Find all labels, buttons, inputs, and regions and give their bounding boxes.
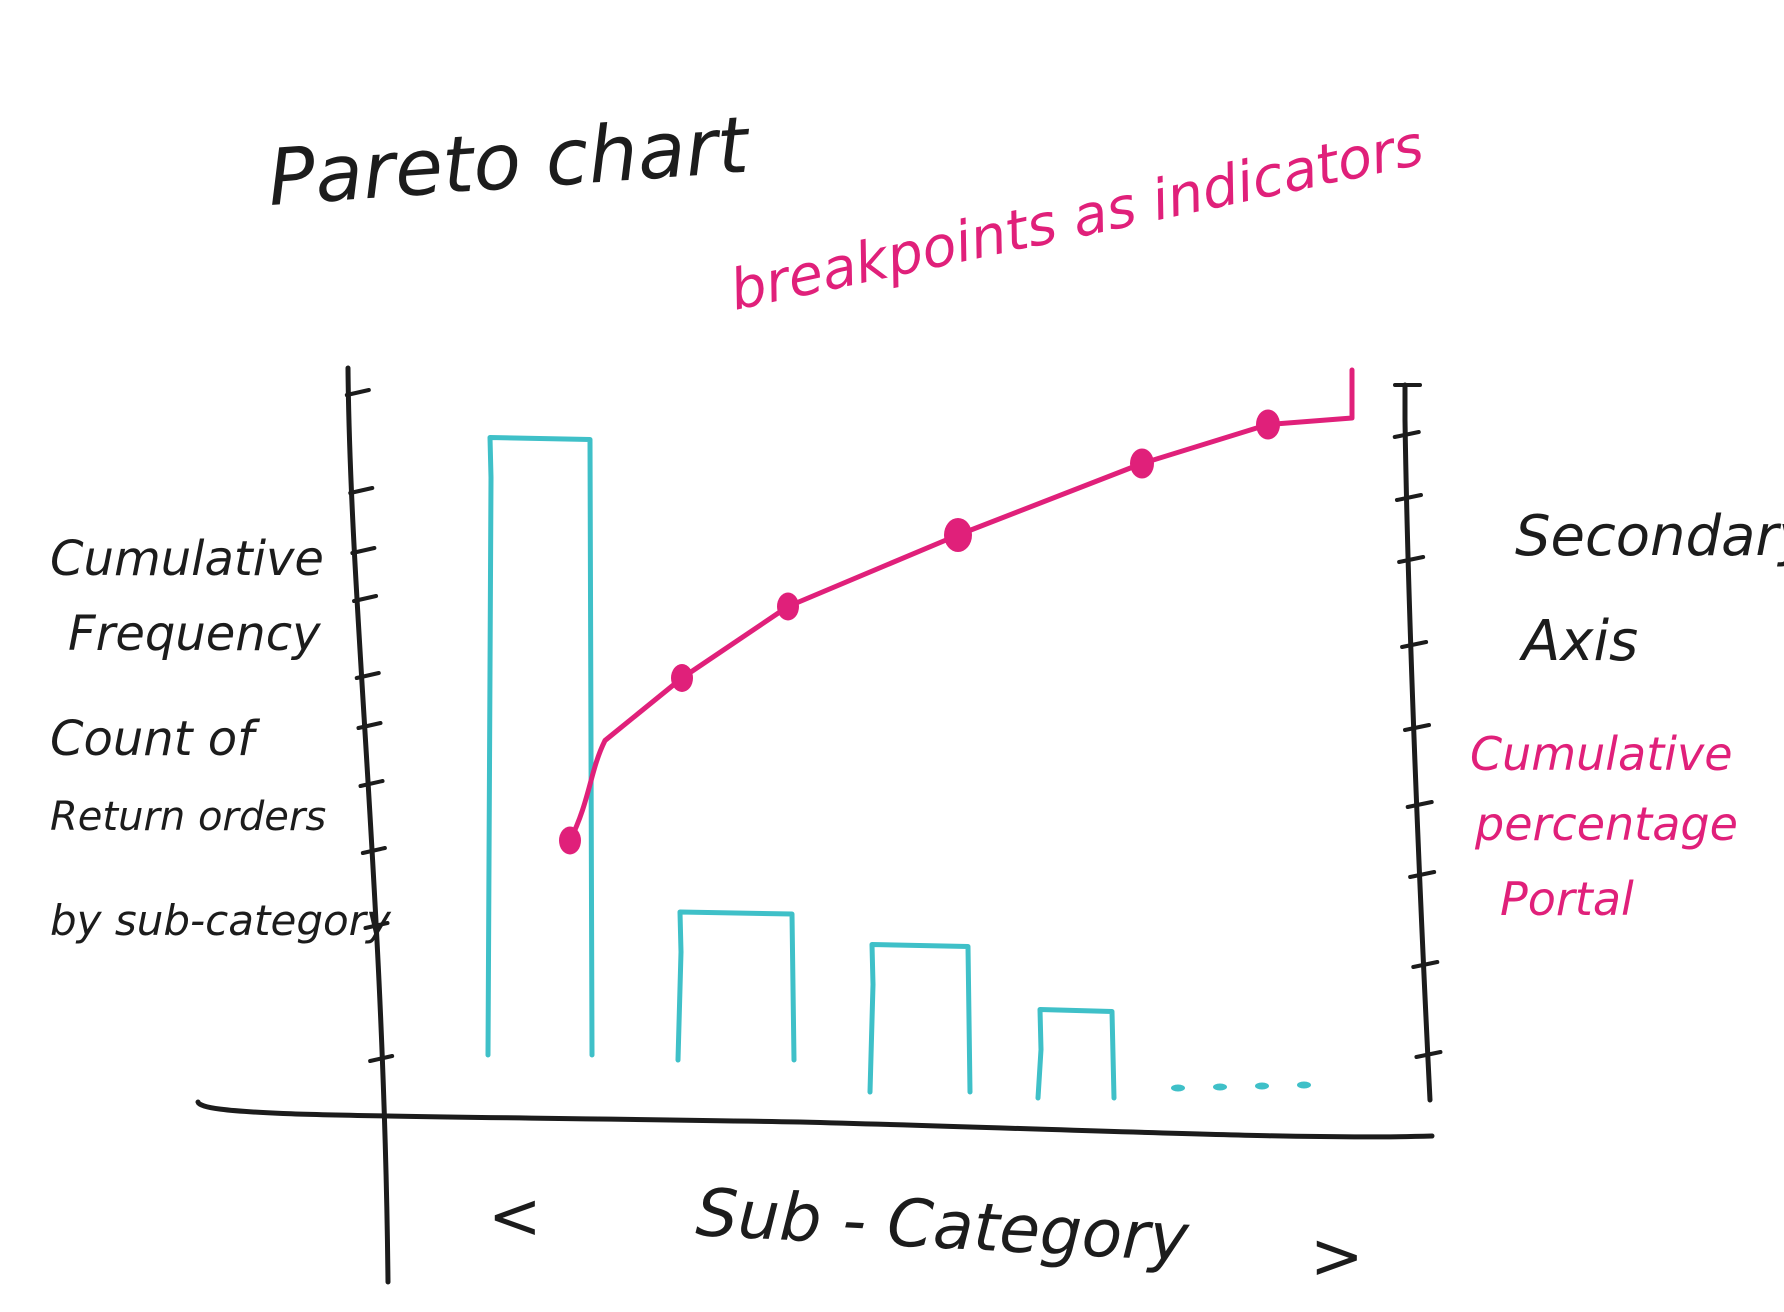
left-axis-tick-6 [356,721,383,730]
left-axis-label-line-3: Count of [50,711,260,767]
right-axis-note-line-3: Portal [1500,872,1634,926]
breakpoint-dot-2 [671,664,693,692]
right-axis-label: Secondary Axis [1515,504,1784,674]
breakpoint-dot-3 [777,592,799,621]
left-axis-tick-2 [348,486,375,495]
y-axis-line [345,365,391,1285]
left-axis-tick-5 [354,671,381,680]
cumulative-breakpoints [559,409,1280,855]
breakpoint-dot-5 [1130,448,1154,479]
bar-trailing-marks [1171,1081,1311,1092]
left-axis-label-line-4: Return orders [50,794,326,840]
bar-series [485,435,1117,1101]
left-axis-tick-4 [352,594,379,603]
left-axis-tick-8 [360,846,387,855]
right-axis-note-line-1: Cumulative [1470,727,1733,781]
breakpoint-dot-6 [1256,409,1280,440]
secondary-y-axis-line [1402,382,1433,1103]
left-axis-label: Cumulative Frequency Count of Return ord… [50,531,392,945]
left-axis-label-line-2: Frequency [68,606,321,662]
right-axis-ticks [1392,430,1443,1059]
right-axis-tick-6 [1405,800,1434,809]
left-axis-tick-1 [344,388,371,397]
right-axis-tick-4 [1400,640,1429,649]
right-axis-tick-8 [1411,960,1440,969]
bar-4 [1035,1007,1117,1101]
trailing-mark-1 [1171,1084,1185,1092]
x-axis-right-arrow: > [1310,1220,1364,1294]
right-axis-tick-7 [1408,870,1437,879]
breakpoint-dot-4 [944,518,972,552]
right-axis-label-line-2: Axis [1519,609,1638,674]
bar-3 [867,942,973,1095]
x-axis-line [195,1099,1435,1140]
right-axis-note-line-2: percentage [1474,797,1738,851]
right-axis-label-line-1: Secondary [1515,504,1784,569]
bar-1 [485,435,595,1058]
x-axis-left-arrow: < [488,1180,542,1254]
right-axis-note: Cumulative percentage Portal [1470,727,1738,926]
trailing-mark-2 [1213,1083,1227,1091]
left-axis-tick-9 [363,921,390,930]
right-axis-tick-2 [1394,493,1423,502]
right-axis-tick-3 [1397,555,1426,564]
trailing-mark-4 [1297,1081,1311,1089]
trailing-mark-3 [1255,1082,1269,1090]
chart-title: Pareto chart [265,100,753,223]
right-axis-tick-5 [1403,723,1432,732]
cumulative-percentage-line [567,367,1355,843]
right-axis-tick-1 [1392,430,1421,439]
left-axis-tick-3 [350,546,377,555]
right-axis-tick-9 [1414,1050,1443,1059]
left-axis-label-line-5: by sub-category [50,896,392,945]
breakpoint-dot-1 [559,826,581,855]
breakpoints-annotation: breakpoints as indicators [724,113,1429,323]
left-axis-ticks [344,388,395,1063]
left-axis-tick-7 [358,779,385,788]
bar-2 [675,909,797,1063]
x-axis-label: Sub - Category [694,1174,1191,1277]
left-axis-tick-10 [368,1054,395,1063]
left-axis-label-line-1: Cumulative [50,531,324,587]
